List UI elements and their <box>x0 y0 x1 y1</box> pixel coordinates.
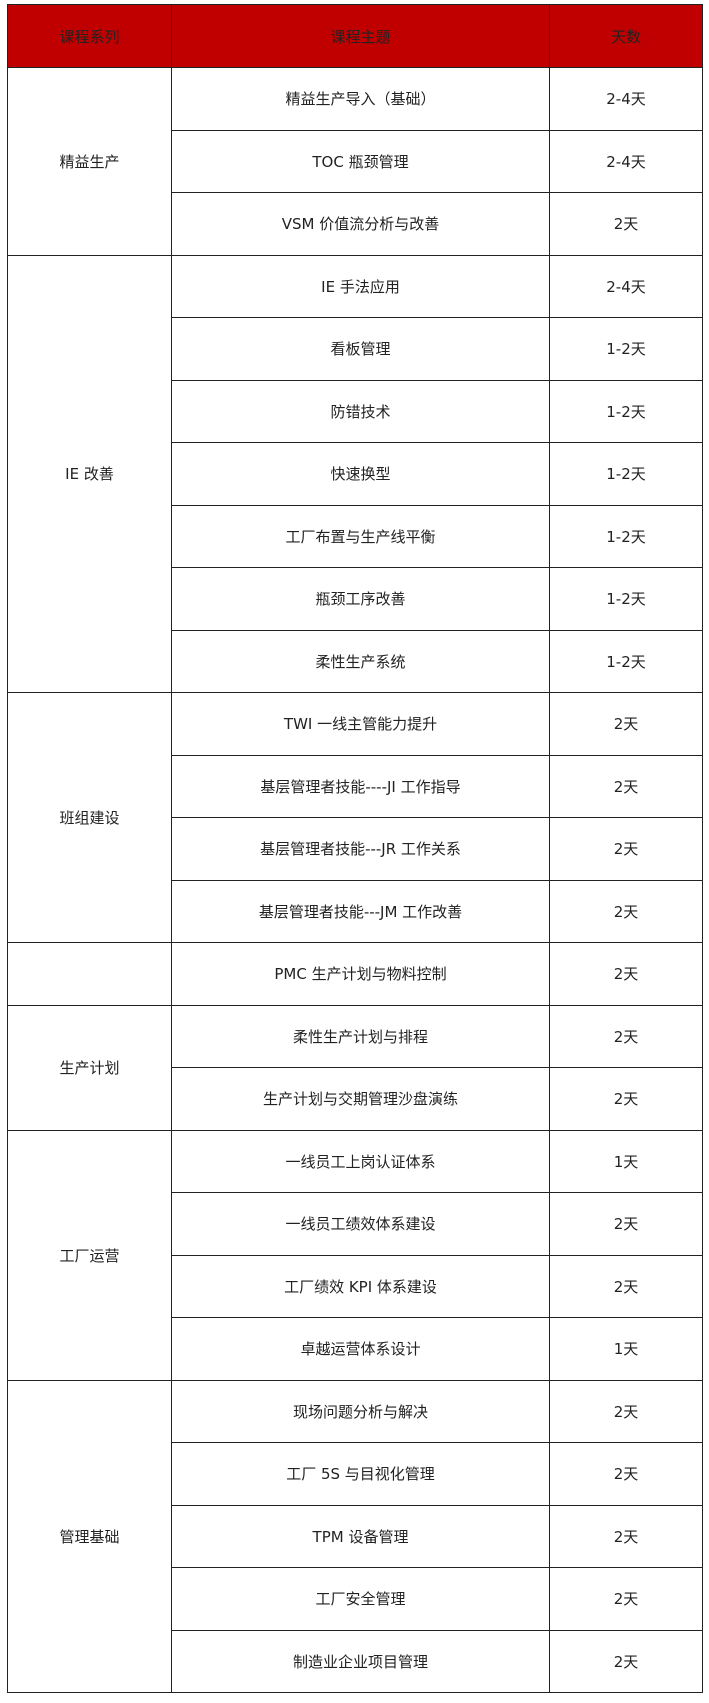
topic-cell: 精益生产导入（基础） <box>171 67 550 131</box>
topic-cell: TPM 设备管理 <box>171 1504 550 1568</box>
topic-cell: 柔性生产计划与排程 <box>171 1004 550 1068</box>
header-topic: 课程主题 <box>171 4 550 68</box>
days-cell: 2天 <box>549 942 703 1006</box>
days-cell: 2-4天 <box>549 129 703 193</box>
header-days: 天数 <box>549 4 703 68</box>
days-cell: 1-2天 <box>549 442 703 506</box>
table-row: 卓越运营体系设计 1天 <box>8 1317 703 1381</box>
days-cell: 2-4天 <box>549 67 703 131</box>
series-cell: 班组建设 <box>7 692 172 943</box>
topic-cell: PMC 生产计划与物料控制 <box>171 942 550 1006</box>
table-row: 生产计划 柔性生产计划与排程 2天 <box>7 1004 703 1131</box>
topic-cell: 工厂布置与生产线平衡 <box>171 504 550 568</box>
table-row: 基层管理者技能---JR 工作关系 2天 <box>8 817 703 881</box>
table-row: 防错技术 1-2天 <box>8 379 703 443</box>
topic-cell: TOC 瓶颈管理 <box>171 129 550 193</box>
days-cell: 2天 <box>549 817 703 881</box>
series-cell: 生产计划 <box>7 1004 172 1131</box>
series-cell: 管理基础 <box>7 1379 172 1693</box>
header-series: 课程系列 <box>7 4 172 68</box>
topic-cell: 工厂绩效 KPI 体系建设 <box>171 1254 550 1318</box>
days-cell: 2天 <box>549 1442 703 1506</box>
table-row: TPM 设备管理 2天 <box>8 1504 703 1568</box>
days-cell: 1天 <box>549 1317 703 1381</box>
days-cell: 2天 <box>549 1067 703 1131</box>
table-row: 瓶颈工序改善 1-2天 <box>8 567 703 631</box>
days-cell: 1-2天 <box>549 317 703 381</box>
table-row: PMC 生产计划与物料控制 2天 <box>7 942 703 1006</box>
table-row: 制造业企业项目管理 2天 <box>8 1629 703 1693</box>
topic-cell: 看板管理 <box>171 317 550 381</box>
days-cell: 2-4天 <box>549 254 703 318</box>
topic-cell: IE 手法应用 <box>171 254 550 318</box>
table-row: 看板管理 1-2天 <box>8 317 703 381</box>
series-cell: 精益生产 <box>7 67 172 256</box>
days-cell: 2天 <box>549 879 703 943</box>
series-cell: 工厂运营 <box>7 1129 172 1381</box>
days-cell: 1天 <box>549 1129 703 1193</box>
table-row: 生产计划与交期管理沙盘演练 2天 <box>8 1067 703 1131</box>
topic-cell: 基层管理者技能---JM 工作改善 <box>171 879 550 943</box>
days-cell: 2天 <box>549 1567 703 1631</box>
days-cell: 1-2天 <box>549 379 703 443</box>
topic-cell: 瓶颈工序改善 <box>171 567 550 631</box>
days-cell: 2天 <box>549 192 703 256</box>
series-cell: IE 改善 <box>7 254 172 693</box>
series-cell <box>7 942 172 1006</box>
days-cell: 1-2天 <box>549 567 703 631</box>
table-row: 基层管理者技能----JI 工作指导 2天 <box>8 754 703 818</box>
table-row: 工厂绩效 KPI 体系建设 2天 <box>8 1254 703 1318</box>
days-cell: 1-2天 <box>549 504 703 568</box>
days-cell: 2天 <box>549 1629 703 1693</box>
table-row: VSM 价值流分析与改善 2天 <box>8 192 703 256</box>
table-row: 柔性生产系统 1-2天 <box>8 629 703 693</box>
days-cell: 2天 <box>549 1504 703 1568</box>
days-cell: 2天 <box>549 1004 703 1068</box>
topic-cell: 制造业企业项目管理 <box>171 1629 550 1693</box>
table-row: 班组建设 TWI 一线主管能力提升 2天 <box>7 692 703 943</box>
topic-cell: 工厂安全管理 <box>171 1567 550 1631</box>
topic-cell: 基层管理者技能----JI 工作指导 <box>171 754 550 818</box>
topic-cell: 基层管理者技能---JR 工作关系 <box>171 817 550 881</box>
topic-cell: 一线员工上岗认证体系 <box>171 1129 550 1193</box>
topic-cell: 卓越运营体系设计 <box>171 1317 550 1381</box>
days-cell: 2天 <box>549 692 703 756</box>
table-row: 工厂布置与生产线平衡 1-2天 <box>8 504 703 568</box>
table-row: 快速换型 1-2天 <box>8 442 703 506</box>
days-cell: 2天 <box>549 1379 703 1443</box>
topic-cell: 生产计划与交期管理沙盘演练 <box>171 1067 550 1131</box>
days-cell: 1-2天 <box>549 629 703 693</box>
table-row: 基层管理者技能---JM 工作改善 2天 <box>8 879 703 943</box>
topic-cell: VSM 价值流分析与改善 <box>171 192 550 256</box>
course-table: 课程系列 课程主题 天数 精益生产 精益生产导入（基础） 2-4天 TOC 瓶颈管理 2… <box>7 4 703 1693</box>
days-cell: 2天 <box>549 1192 703 1256</box>
table-row: TOC 瓶颈管理 2-4天 <box>8 129 703 193</box>
topic-cell: 一线员工绩效体系建设 <box>171 1192 550 1256</box>
topic-cell: 工厂 5S 与目视化管理 <box>171 1442 550 1506</box>
topic-cell: 防错技术 <box>171 379 550 443</box>
topic-cell: 现场问题分析与解决 <box>171 1379 550 1443</box>
header-row: 课程系列 课程主题 天数 <box>7 4 703 68</box>
days-cell: 2天 <box>549 754 703 818</box>
topic-cell: TWI 一线主管能力提升 <box>171 692 550 756</box>
table-row: 一线员工绩效体系建设 2天 <box>8 1192 703 1256</box>
table-row: 工厂 5S 与目视化管理 2天 <box>8 1442 703 1506</box>
table-row: 管理基础 现场问题分析与解决 2天 <box>7 1379 703 1693</box>
table-row: 工厂运营 一线员工上岗认证体系 1天 <box>7 1129 703 1381</box>
topic-cell: 快速换型 <box>171 442 550 506</box>
table-row: IE 改善 IE 手法应用 2-4天 <box>7 254 703 693</box>
table-row: 精益生产 精益生产导入（基础） 2-4天 <box>7 67 703 256</box>
days-cell: 2天 <box>549 1254 703 1318</box>
topic-cell: 柔性生产系统 <box>171 629 550 693</box>
